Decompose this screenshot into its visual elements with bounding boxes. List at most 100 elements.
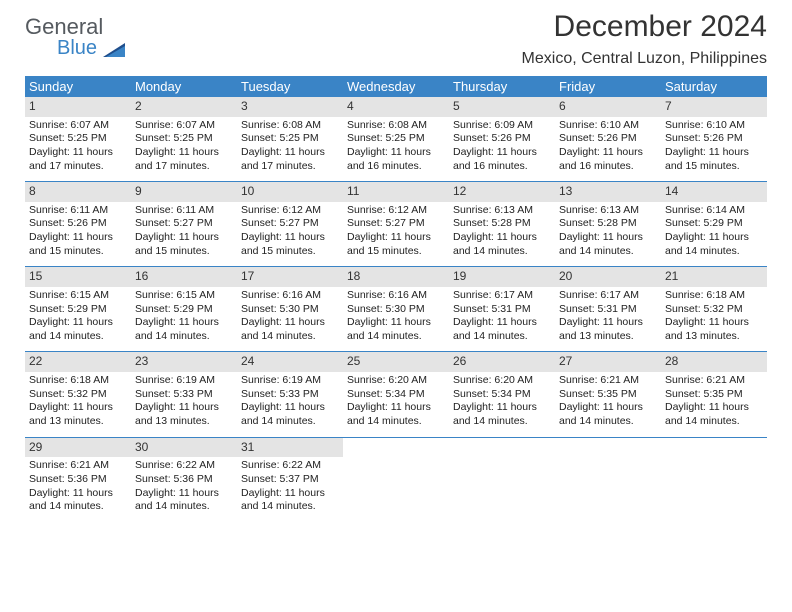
calendar-day-cell: 13Sunrise: 6:13 AMSunset: 5:28 PMDayligh… — [555, 182, 661, 267]
sunrise-text: Sunrise: 6:21 AM — [29, 459, 127, 473]
day-number: 28 — [661, 352, 767, 372]
daylight-text: Daylight: 11 hours and 14 minutes. — [135, 487, 233, 514]
sunrise-text: Sunrise: 6:16 AM — [347, 289, 445, 303]
sunrise-text: Sunrise: 6:12 AM — [347, 204, 445, 218]
sunrise-text: Sunrise: 6:11 AM — [29, 204, 127, 218]
calendar-day-cell: .... — [449, 437, 555, 522]
day-details: Sunrise: 6:19 AMSunset: 5:33 PMDaylight:… — [131, 372, 237, 437]
sunrise-text: Sunrise: 6:16 AM — [241, 289, 339, 303]
day-details: Sunrise: 6:11 AMSunset: 5:27 PMDaylight:… — [131, 202, 237, 267]
calendar-day-cell: 21Sunrise: 6:18 AMSunset: 5:32 PMDayligh… — [661, 267, 767, 352]
day-number: 24 — [237, 352, 343, 372]
daylight-text: Daylight: 11 hours and 15 minutes. — [29, 231, 127, 258]
sunset-text: Sunset: 5:30 PM — [241, 303, 339, 317]
day-details: Sunrise: 6:10 AMSunset: 5:26 PMDaylight:… — [661, 117, 767, 182]
weekday-header: Saturday — [661, 76, 767, 97]
calendar-day-cell: 1Sunrise: 6:07 AMSunset: 5:25 PMDaylight… — [25, 97, 131, 182]
sunset-text: Sunset: 5:27 PM — [241, 217, 339, 231]
daylight-text: Daylight: 11 hours and 14 minutes. — [559, 231, 657, 258]
sunset-text: Sunset: 5:32 PM — [665, 303, 763, 317]
sunset-text: Sunset: 5:28 PM — [559, 217, 657, 231]
day-details: Sunrise: 6:21 AMSunset: 5:35 PMDaylight:… — [661, 372, 767, 437]
logo-bottom-row: Blue — [25, 38, 125, 59]
calendar-day-cell: 12Sunrise: 6:13 AMSunset: 5:28 PMDayligh… — [449, 182, 555, 267]
daylight-text: Daylight: 11 hours and 14 minutes. — [347, 401, 445, 428]
day-details: Sunrise: 6:16 AMSunset: 5:30 PMDaylight:… — [343, 287, 449, 352]
daylight-text: Daylight: 11 hours and 15 minutes. — [135, 231, 233, 258]
day-details: Sunrise: 6:18 AMSunset: 5:32 PMDaylight:… — [25, 372, 131, 437]
day-details: Sunrise: 6:08 AMSunset: 5:25 PMDaylight:… — [343, 117, 449, 182]
sunrise-text: Sunrise: 6:09 AM — [453, 119, 551, 133]
sunset-text: Sunset: 5:28 PM — [453, 217, 551, 231]
sunrise-text: Sunrise: 6:20 AM — [347, 374, 445, 388]
day-details: Sunrise: 6:13 AMSunset: 5:28 PMDaylight:… — [449, 202, 555, 267]
daylight-text: Daylight: 11 hours and 16 minutes. — [559, 146, 657, 173]
calendar-day-cell: 19Sunrise: 6:17 AMSunset: 5:31 PMDayligh… — [449, 267, 555, 352]
calendar-day-cell: 16Sunrise: 6:15 AMSunset: 5:29 PMDayligh… — [131, 267, 237, 352]
daylight-text: Daylight: 11 hours and 15 minutes. — [241, 231, 339, 258]
sunrise-text: Sunrise: 6:20 AM — [453, 374, 551, 388]
sunset-text: Sunset: 5:26 PM — [559, 132, 657, 146]
day-number: 7 — [661, 97, 767, 117]
daylight-text: Daylight: 11 hours and 14 minutes. — [241, 401, 339, 428]
calendar-day-cell: 28Sunrise: 6:21 AMSunset: 5:35 PMDayligh… — [661, 352, 767, 437]
logo-word-bottom: Blue — [57, 37, 97, 59]
calendar-day-cell: .... — [555, 437, 661, 522]
sunset-text: Sunset: 5:26 PM — [665, 132, 763, 146]
calendar-week-row: 22Sunrise: 6:18 AMSunset: 5:32 PMDayligh… — [25, 352, 767, 437]
daylight-text: Daylight: 11 hours and 14 minutes. — [665, 231, 763, 258]
sunrise-text: Sunrise: 6:15 AM — [29, 289, 127, 303]
day-number: 15 — [25, 267, 131, 287]
daylight-text: Daylight: 11 hours and 16 minutes. — [453, 146, 551, 173]
day-details: Sunrise: 6:07 AMSunset: 5:25 PMDaylight:… — [25, 117, 131, 182]
sunrise-text: Sunrise: 6:08 AM — [347, 119, 445, 133]
daylight-text: Daylight: 11 hours and 17 minutes. — [135, 146, 233, 173]
page-subtitle: Mexico, Central Luzon, Philippines — [522, 50, 767, 68]
sunrise-text: Sunrise: 6:19 AM — [241, 374, 339, 388]
sunset-text: Sunset: 5:33 PM — [241, 388, 339, 402]
sunset-text: Sunset: 5:31 PM — [453, 303, 551, 317]
day-details: Sunrise: 6:17 AMSunset: 5:31 PMDaylight:… — [555, 287, 661, 352]
daylight-text: Daylight: 11 hours and 14 minutes. — [241, 316, 339, 343]
sunrise-text: Sunrise: 6:21 AM — [559, 374, 657, 388]
sunrise-text: Sunrise: 6:07 AM — [29, 119, 127, 133]
day-number: 12 — [449, 182, 555, 202]
sunset-text: Sunset: 5:26 PM — [29, 217, 127, 231]
weekday-header-row: Sunday Monday Tuesday Wednesday Thursday… — [25, 76, 767, 97]
day-number: 3 — [237, 97, 343, 117]
day-number: 10 — [237, 182, 343, 202]
calendar-week-row: 29Sunrise: 6:21 AMSunset: 5:36 PMDayligh… — [25, 437, 767, 522]
sunset-text: Sunset: 5:29 PM — [135, 303, 233, 317]
day-details: Sunrise: 6:22 AMSunset: 5:37 PMDaylight:… — [237, 457, 343, 522]
sunset-text: Sunset: 5:34 PM — [453, 388, 551, 402]
day-number: 8 — [25, 182, 131, 202]
day-details: Sunrise: 6:12 AMSunset: 5:27 PMDaylight:… — [343, 202, 449, 267]
sunrise-text: Sunrise: 6:21 AM — [665, 374, 763, 388]
daylight-text: Daylight: 11 hours and 17 minutes. — [29, 146, 127, 173]
header: General Blue December 2024 Mexico, Centr… — [25, 10, 767, 68]
calendar-day-cell: .... — [661, 437, 767, 522]
sunrise-text: Sunrise: 6:15 AM — [135, 289, 233, 303]
weekday-header: Monday — [131, 76, 237, 97]
day-details: Sunrise: 6:09 AMSunset: 5:26 PMDaylight:… — [449, 117, 555, 182]
sunrise-text: Sunrise: 6:17 AM — [453, 289, 551, 303]
page-title: December 2024 — [522, 10, 767, 44]
daylight-text: Daylight: 11 hours and 14 minutes. — [135, 316, 233, 343]
sunrise-text: Sunrise: 6:22 AM — [241, 459, 339, 473]
day-details: Sunrise: 6:11 AMSunset: 5:26 PMDaylight:… — [25, 202, 131, 267]
calendar-table: Sunday Monday Tuesday Wednesday Thursday… — [25, 76, 767, 522]
logo-triangle-icon — [103, 43, 125, 57]
day-number: 5 — [449, 97, 555, 117]
sunrise-text: Sunrise: 6:13 AM — [453, 204, 551, 218]
sunset-text: Sunset: 5:25 PM — [135, 132, 233, 146]
daylight-text: Daylight: 11 hours and 17 minutes. — [241, 146, 339, 173]
calendar-week-row: 8Sunrise: 6:11 AMSunset: 5:26 PMDaylight… — [25, 182, 767, 267]
calendar-week-row: 15Sunrise: 6:15 AMSunset: 5:29 PMDayligh… — [25, 267, 767, 352]
day-details: Sunrise: 6:19 AMSunset: 5:33 PMDaylight:… — [237, 372, 343, 437]
calendar-day-cell: 3Sunrise: 6:08 AMSunset: 5:25 PMDaylight… — [237, 97, 343, 182]
daylight-text: Daylight: 11 hours and 15 minutes. — [347, 231, 445, 258]
sunset-text: Sunset: 5:26 PM — [453, 132, 551, 146]
day-number: 17 — [237, 267, 343, 287]
day-number: 11 — [343, 182, 449, 202]
calendar-day-cell: 14Sunrise: 6:14 AMSunset: 5:29 PMDayligh… — [661, 182, 767, 267]
